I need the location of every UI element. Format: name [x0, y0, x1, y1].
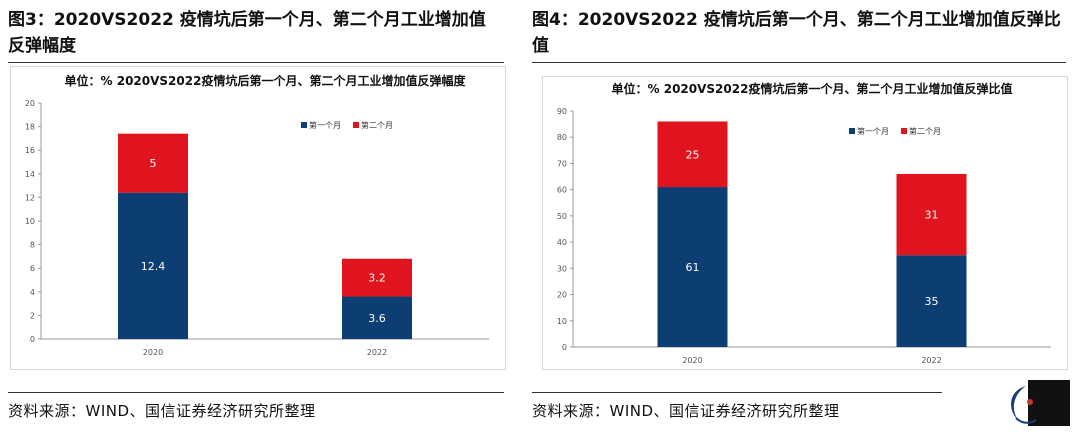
y-tick-label: 10 [557, 317, 567, 326]
source-note: 资料来源：WIND、国信证券经济研究所整理 [532, 402, 840, 420]
figure-title: 图3：2020VS2022 疫情坑后第一个月、第二个月工业增加值反弹幅度 [8, 10, 486, 56]
bar-segment [118, 133, 188, 193]
y-tick-label: 2 [30, 311, 35, 320]
data-label: 25 [686, 148, 700, 161]
source-rule [8, 392, 504, 393]
y-tick-label: 40 [557, 238, 567, 247]
bar-segment [118, 192, 188, 339]
y-tick-label: 12 [25, 193, 35, 202]
figure-title: 图4：2020VS2022 疫情坑后第一个月、第二个月工业增加值反弹比值 [532, 10, 1061, 56]
data-label: 35 [925, 295, 939, 308]
legend-label: 第一个月 [857, 126, 889, 136]
y-tick-label: 60 [557, 186, 567, 195]
data-label: 3.2 [368, 272, 386, 285]
data-label: 61 [686, 261, 700, 274]
legend-swatch [301, 122, 307, 128]
y-tick-label: 20 [25, 99, 35, 108]
x-tick-label: 2022 [921, 356, 941, 365]
legend-label: 第二个月 [361, 120, 393, 130]
bar-segment [657, 121, 728, 188]
y-tick-label: 0 [30, 335, 35, 344]
data-label: 3.6 [368, 312, 386, 325]
legend-swatch [353, 122, 359, 128]
legend-swatch [849, 128, 855, 134]
y-tick-label: 16 [25, 146, 35, 155]
bar-segment [342, 258, 412, 297]
chart-title: 单位：% 2020VS2022疫情坑后第一个月、第二个月工业增加值反弹幅度 [65, 73, 467, 88]
figure-4-panel: 图4：2020VS2022 疫情坑后第一个月、第二个月工业增加值反弹比值 单位：… [532, 0, 1072, 432]
chart-title: 单位：% 2020VS2022疫情坑后第一个月、第二个月工业增加值反弹比值 [612, 81, 1013, 96]
title-rule [8, 62, 504, 63]
figure-3-panel: 图3：2020VS2022 疫情坑后第一个月、第二个月工业增加值反弹幅度 单位：… [0, 0, 510, 432]
legend-label: 第一个月 [309, 120, 341, 130]
y-tick-label: 4 [30, 288, 35, 297]
bar-segment [657, 187, 728, 347]
y-tick-label: 6 [30, 264, 35, 273]
legend-label: 第二个月 [909, 126, 941, 136]
company-logo-icon [1011, 380, 1070, 426]
y-tick-label: 14 [25, 170, 35, 179]
data-label: 12.4 [141, 260, 166, 273]
x-tick-label: 2022 [367, 348, 387, 357]
y-tick-label: 18 [25, 123, 35, 132]
y-tick-label: 0 [562, 343, 567, 352]
source-rule [532, 392, 942, 393]
chart-frame: 单位：% 2020VS2022疫情坑后第一个月、第二个月工业增加值反弹幅度 0 2 4… [10, 66, 506, 370]
source-note: 资料来源：WIND、国信证券经济研究所整理 [8, 402, 316, 420]
data-label: 31 [925, 209, 939, 222]
chart-frame: 单位：% 2020VS2022疫情坑后第一个月、第二个月工业增加值反弹比值 0 10… [542, 76, 1068, 370]
x-tick-label: 2020 [682, 356, 702, 365]
y-tick-label: 50 [557, 212, 567, 221]
y-tick-label: 90 [557, 107, 567, 116]
y-tick-label: 8 [30, 241, 35, 250]
y-tick-label: 70 [557, 159, 567, 168]
stacked-bar-chart-ratio: 单位：% 2020VS2022疫情坑后第一个月、第二个月工业增加值反弹比值 0 10… [557, 81, 1051, 365]
y-tick-label: 80 [557, 133, 567, 142]
bar-segment [896, 173, 967, 256]
x-tick-label: 2020 [143, 348, 163, 357]
y-tick-label: 20 [557, 291, 567, 300]
y-tick-label: 30 [557, 264, 567, 273]
legend-swatch [901, 128, 907, 134]
bar-segment [342, 296, 412, 339]
title-rule [532, 62, 1066, 63]
y-tick-label: 10 [25, 217, 35, 226]
bar-segment [896, 255, 967, 347]
stacked-bar-chart-amplitude: 单位：% 2020VS2022疫情坑后第一个月、第二个月工业增加值反弹幅度 0 2 4… [25, 73, 489, 357]
data-label: 5 [150, 157, 157, 170]
